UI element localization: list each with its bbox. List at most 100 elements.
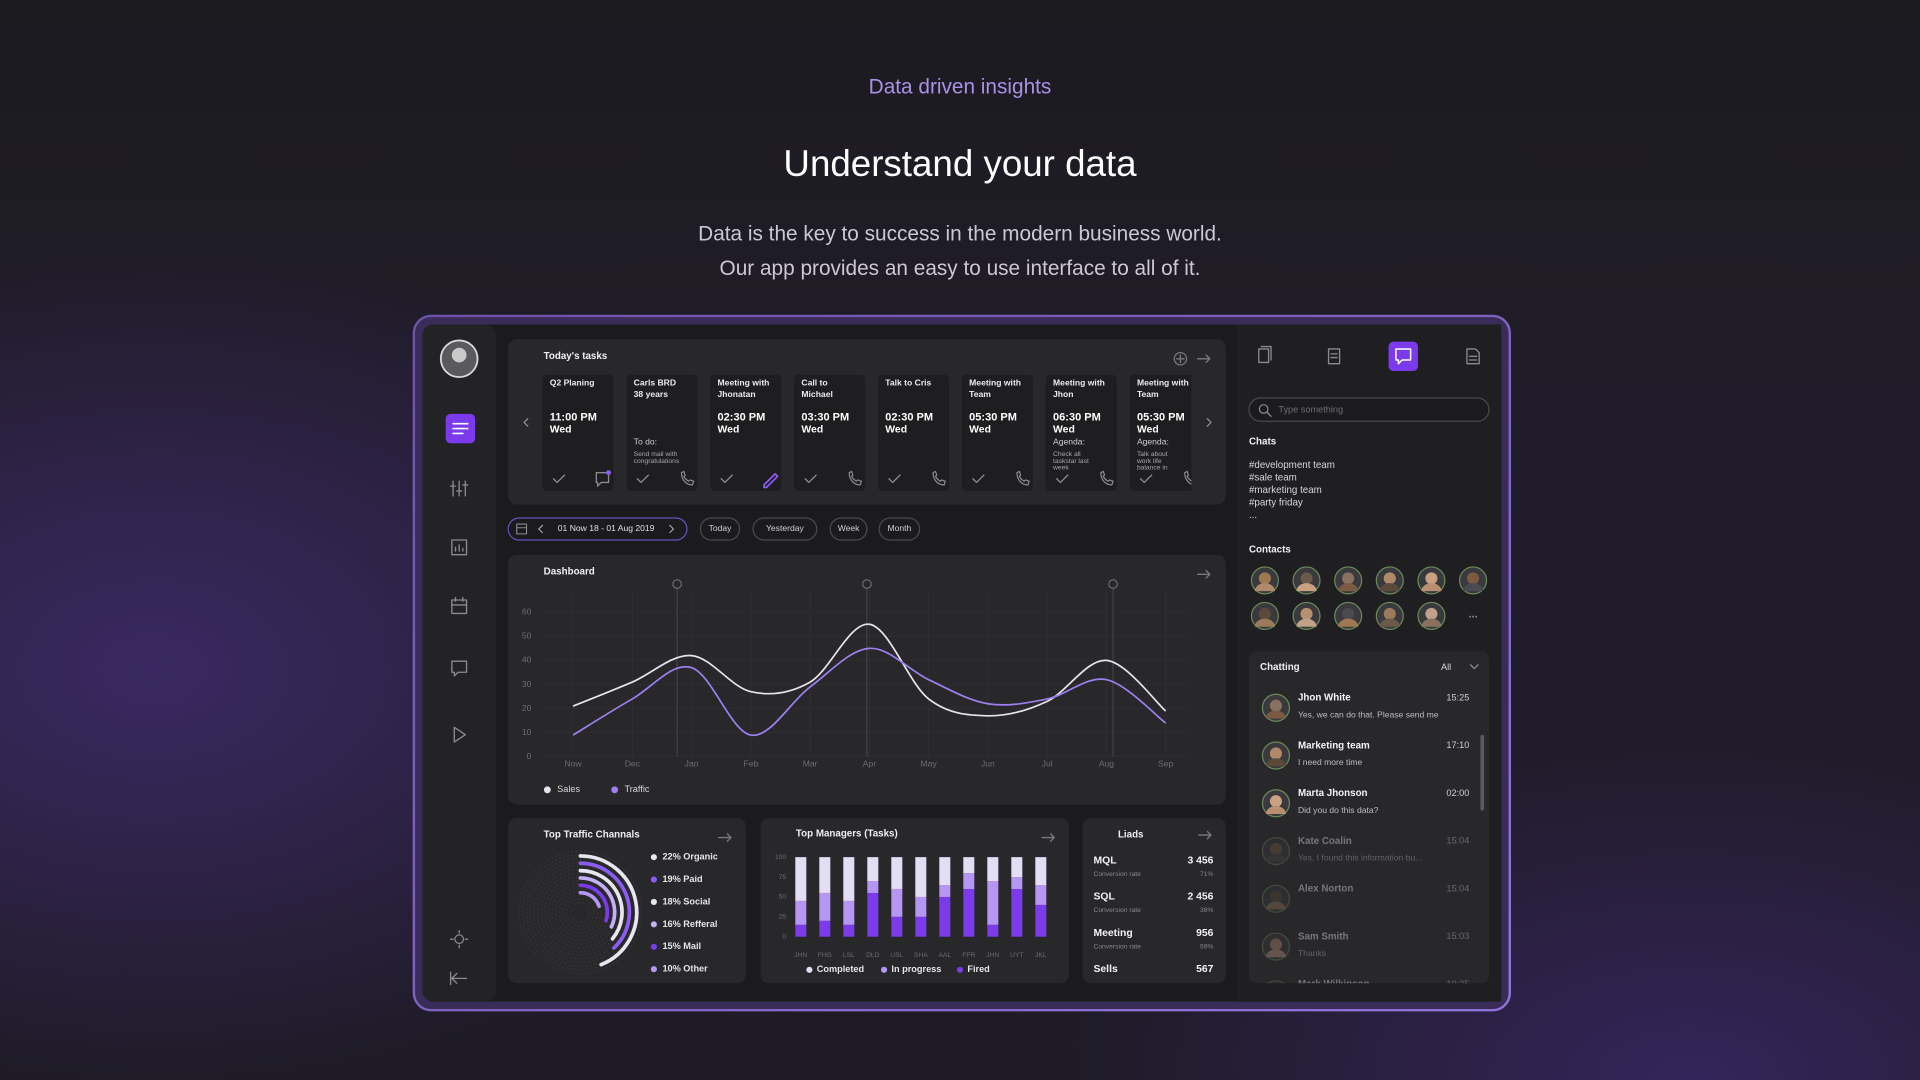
chat-filter[interactable]: All [1441,662,1451,672]
lead-label: Sells [1093,964,1117,975]
filter-pill[interactable] [752,517,818,541]
x-tick-label: SHA [914,952,928,959]
date-picker[interactable] [507,517,688,541]
legend-label: Fired [967,964,989,974]
task-card[interactable] [1129,374,1201,492]
section-title: Chats [1249,437,1277,448]
legend-label: In progress [891,964,941,974]
chat-row[interactable]: Marta Jhonson 02:00 Did you do this data? [1261,788,1469,818]
chat-row[interactable]: Marketing team 17:10 I need more time [1261,740,1469,770]
filter-pill[interactable] [699,517,741,541]
task-detail: Send mail with [634,451,678,458]
legend-swatch [956,966,964,973]
user-avatar-face [451,347,467,363]
x-tick-label: JKL [1035,952,1047,959]
task-card[interactable] [1045,374,1117,492]
bar-segment [891,857,903,889]
legend-label: Sales [557,784,580,794]
avatar[interactable] [1261,932,1290,961]
task-day: Wed [801,425,823,436]
legend-swatch [650,876,657,883]
avatar[interactable] [1261,884,1290,913]
task-call [680,470,695,486]
task-title: Call to [801,378,827,388]
chat-message: Yes, I found this information bu... [1298,853,1422,863]
avatar[interactable] [1261,980,1290,1008]
task-call [848,470,863,486]
legend-swatch [650,854,657,861]
chat-message: Thanks [1298,948,1326,958]
marker-dot [1108,579,1118,589]
filter-pill[interactable] [829,517,868,541]
tasks-next [1206,418,1212,427]
avatar[interactable] [1261,836,1290,866]
radial-bar [578,890,601,909]
chatting-panel [1248,651,1489,984]
task-title: Meeting with [969,378,1021,388]
task-done [804,474,817,484]
filter-label[interactable]: Week [838,523,860,533]
channel[interactable]: ... [1249,510,1257,521]
ring-bg [558,890,603,934]
task-card[interactable] [710,374,782,492]
chat-row[interactable]: Sam Smith 15:03 Thanks [1261,931,1469,961]
nav-theme [454,934,465,945]
expand-chart [1196,569,1211,579]
task-card[interactable] [794,374,866,492]
bar-segment [867,881,879,893]
chat-row[interactable]: Jhon White 15:25 Yes, we can do that. Plea… [1261,692,1469,722]
channel[interactable]: #development team [1249,460,1335,471]
search-box[interactable] [1248,397,1490,422]
task-note: Agenda: [1053,436,1085,446]
bar-segment [1011,888,1023,937]
task-call [932,470,946,486]
marker-dot [672,579,683,589]
bar-segment [867,892,879,937]
avatar-body [1265,710,1287,719]
task-edit [763,473,779,489]
filter-label[interactable]: Yesterday [766,523,804,533]
bar-segment [891,888,903,917]
bar-segment [843,900,855,925]
chat-name: Mark Wilkinson [1298,979,1370,990]
filter-label[interactable]: Month [887,523,911,533]
task-card[interactable] [542,374,614,492]
bar-segment [963,888,975,937]
avatar-body [1265,853,1287,862]
expand-leads [1198,830,1212,840]
chat-row[interactable]: Alex Norton 15:04 [1261,883,1469,913]
task-card[interactable] [877,374,949,492]
chat-row[interactable]: Kate Coalin 15:04 Yes, I found this inform… [1261,836,1469,866]
tab-active[interactable] [1388,341,1418,372]
add-task[interactable] [1173,352,1188,366]
nav-icon [452,422,469,435]
avatar-body [1265,758,1287,767]
x-tick-label: LSL [843,952,855,959]
channel[interactable]: #sale team [1249,472,1297,483]
task-card[interactable] [961,374,1033,492]
legend-label: Traffic [624,784,649,794]
channel[interactable]: #marketing team [1249,485,1322,496]
bar-segment [963,873,975,889]
chat-name: Jhon White [1298,693,1351,704]
filter-pill[interactable] [878,517,921,541]
chat-name: Marketing team [1298,740,1370,751]
more-contacts[interactable]: ... [1468,609,1477,621]
legend-value: 22% [662,852,680,862]
leads-title: Liads [1118,830,1144,841]
bar-segment [939,896,951,937]
y-tick-label: 20 [522,703,532,713]
tasks-panel [508,339,1226,505]
chat-row[interactable]: Mark Wilkinson 10:25 [1261,979,1469,1008]
task-title: Jhon [1053,389,1073,399]
filter-label[interactable]: Today [709,523,733,533]
add-task-plus [1176,354,1185,364]
tab-icon [1466,348,1480,365]
task-card[interactable] [626,374,698,492]
x-tick-label: DLD [866,952,880,959]
legend-value: 10% [662,964,680,974]
channel[interactable]: #party friday [1249,497,1303,508]
